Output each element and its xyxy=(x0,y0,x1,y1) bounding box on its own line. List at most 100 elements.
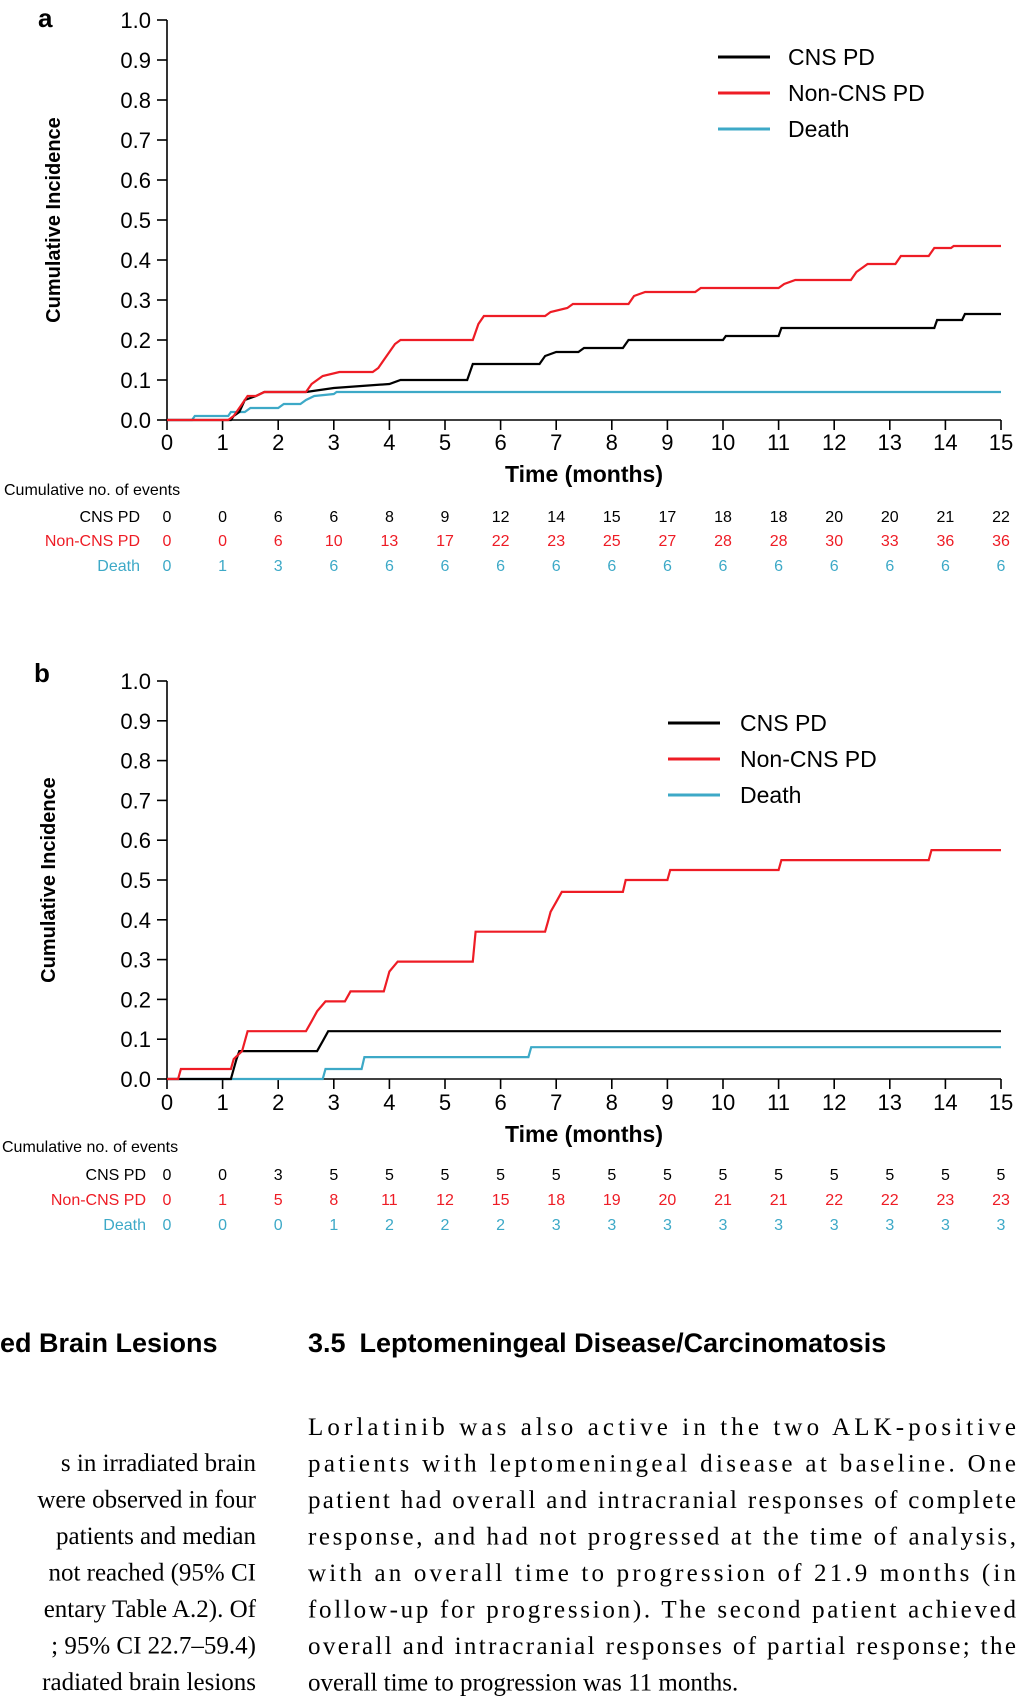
risk-table-cell: 27 xyxy=(659,533,677,550)
y-tick-label: 0.7 xyxy=(120,788,151,813)
x-tick-label: 6 xyxy=(494,430,506,455)
risk-table-cell: 18 xyxy=(770,509,788,526)
y-tick-label: 0.9 xyxy=(120,709,151,734)
risk-table-cell: 1 xyxy=(218,558,227,575)
risk-table-cell: 14 xyxy=(547,509,565,526)
risk-table-cell: 0 xyxy=(163,1192,172,1209)
right-column-line: patients with leptomeningeal disease at … xyxy=(308,1451,1016,1478)
risk-table-cell: 23 xyxy=(937,1192,955,1209)
risk-table-cell: 6 xyxy=(552,558,561,575)
risk-table-cell: 0 xyxy=(163,1217,172,1234)
chart-panel-b: b0.00.10.20.30.40.50.60.70.80.91.00 1 2 3 4 5… xyxy=(2,658,1013,1234)
right-column-line: response, and had not progressed at the … xyxy=(308,1524,1016,1551)
risk-table-cell: 5 xyxy=(607,1167,616,1184)
risk-table-cell: 8 xyxy=(385,509,394,526)
right-column-line: patient had overall and intracranial res… xyxy=(308,1487,1016,1514)
x-tick-label: 4 xyxy=(383,430,395,455)
risk-table-cell: 18 xyxy=(714,509,732,526)
y-tick-label: 0.1 xyxy=(120,1027,151,1052)
risk-table-cell: 28 xyxy=(714,533,732,550)
risk-table-cell: 0 xyxy=(218,1167,227,1184)
x-tick-label: 5 xyxy=(439,430,451,455)
risk-table-cell: 3 xyxy=(774,1217,783,1234)
right-column-line: with an overall time to progression of 2… xyxy=(308,1560,1017,1587)
x-tick-label: 14 xyxy=(933,1090,957,1115)
left-column-line: ; 95% CI 22.7–59.4) xyxy=(51,1633,256,1660)
y-tick-label: 0.5 xyxy=(120,208,151,233)
risk-table-title: Cumulative no. of events xyxy=(4,482,180,499)
y-tick-label: 0.0 xyxy=(120,1067,151,1092)
risk-table-cell: 13 xyxy=(381,533,399,550)
risk-table-cell: 6 xyxy=(607,558,616,575)
x-tick-label: 0 xyxy=(161,430,173,455)
left-column-line: radiated brain lesions xyxy=(42,1669,256,1696)
risk-table-cell: 0 xyxy=(163,509,172,526)
risk-table-cell: 2 xyxy=(496,1217,505,1234)
risk-table-cell: 0 xyxy=(218,533,227,550)
y-axis-label: Cumulative Incidence xyxy=(43,117,65,323)
y-tick-label: 0.2 xyxy=(120,328,151,353)
y-tick-label: 0.0 xyxy=(120,408,151,433)
risk-table-cell: 11 xyxy=(381,1192,398,1209)
risk-table-cell: 6 xyxy=(774,558,783,575)
right-section-heading: 3.5 Leptomeningeal Disease/Carcinomatosis xyxy=(308,1328,886,1358)
x-tick-label: 12 xyxy=(822,1090,846,1115)
risk-table-cell: 30 xyxy=(825,533,843,550)
risk-table-cell: 22 xyxy=(492,533,510,550)
risk-table-cell: 5 xyxy=(941,1167,950,1184)
risk-table-cell: 33 xyxy=(881,533,899,550)
risk-table-cell: 22 xyxy=(992,509,1010,526)
x-tick-label: 7 xyxy=(550,1090,562,1115)
x-tick-label: 12 xyxy=(822,430,846,455)
legend-label: CNS PD xyxy=(788,44,875,70)
risk-table-cell: 6 xyxy=(830,558,839,575)
left-column-line: patients and median xyxy=(56,1523,256,1550)
risk-table-row-name: Death xyxy=(97,558,140,575)
risk-table-cell: 10 xyxy=(325,533,343,550)
risk-table-cell: 3 xyxy=(885,1217,894,1234)
x-tick-label: 1 xyxy=(216,1090,228,1115)
y-tick-label: 0.5 xyxy=(120,868,151,893)
risk-table-cell: 6 xyxy=(941,558,950,575)
risk-table-cell: 5 xyxy=(997,1167,1006,1184)
right-column-line: overall time to progression was 11 month… xyxy=(308,1670,738,1697)
risk-table-cell: 36 xyxy=(937,533,955,550)
x-tick-label: 10 xyxy=(711,430,735,455)
y-tick-label: 0.8 xyxy=(120,749,151,774)
risk-table-row-name: CNS PD xyxy=(86,1167,146,1184)
risk-table-cell: 5 xyxy=(274,1192,283,1209)
risk-table-cell: 5 xyxy=(719,1167,728,1184)
y-tick-label: 1.0 xyxy=(120,8,151,33)
y-tick-label: 1.0 xyxy=(120,669,151,694)
x-tick-label: 5 xyxy=(439,1090,451,1115)
x-tick-label: 15 xyxy=(989,430,1013,455)
risk-table-cell: 0 xyxy=(163,558,172,575)
x-tick-label: 8 xyxy=(606,1090,618,1115)
x-axis-label: Time (months) xyxy=(505,461,663,487)
risk-table-cell: 1 xyxy=(329,1217,338,1234)
risk-table-row-name: Non-CNS PD xyxy=(51,1192,146,1209)
risk-table-cell: 3 xyxy=(719,1217,728,1234)
series-line-death xyxy=(167,1046,1001,1081)
risk-table-cell: 3 xyxy=(274,1167,283,1184)
x-tick-label: 10 xyxy=(711,1090,735,1115)
risk-table-cell: 5 xyxy=(385,1167,394,1184)
risk-table-cell: 20 xyxy=(659,1192,677,1209)
left-section-heading: ed Brain Lesions xyxy=(0,1328,218,1358)
section-title: Leptomeningeal Disease/Carcinomatosis xyxy=(360,1328,887,1358)
x-tick-label: 15 xyxy=(989,1090,1013,1115)
x-tick-label: 13 xyxy=(878,1090,902,1115)
risk-table-cell: 6 xyxy=(385,558,394,575)
y-tick-label: 0.6 xyxy=(120,828,151,853)
risk-table-cell: 20 xyxy=(825,509,843,526)
risk-table-cell: 5 xyxy=(496,1167,505,1184)
risk-table-cell: 0 xyxy=(218,509,227,526)
risk-table-cell: 12 xyxy=(436,1192,454,1209)
risk-table-cell: 0 xyxy=(163,533,172,550)
risk-table-cell: 5 xyxy=(663,1167,672,1184)
risk-table-cell: 21 xyxy=(770,1192,788,1209)
left-column-line: s in irradiated brain xyxy=(61,1450,257,1477)
risk-table-row-name: Non-CNS PD xyxy=(45,533,140,550)
x-tick-label: 4 xyxy=(383,1090,395,1115)
risk-table-cell: 5 xyxy=(441,1167,450,1184)
